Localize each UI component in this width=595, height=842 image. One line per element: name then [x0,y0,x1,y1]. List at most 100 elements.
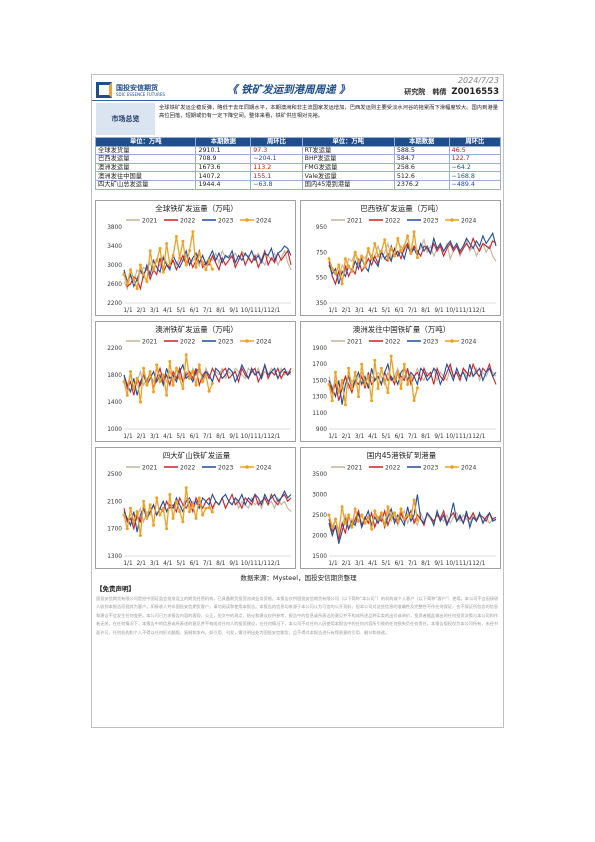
data-point [415,518,419,522]
table-header-cell: 单位：万吨 [301,137,395,147]
data-point [204,373,208,377]
data-point [174,366,178,370]
data-point [201,261,205,265]
x-tick-label: 2/1 [342,434,352,440]
data-point [389,515,393,519]
y-tick-label: 1400 [107,400,122,406]
chart-australia: 澳洲铁矿发运量（万吨） 2021 2022 2023 2024 1000 1400 1800 2… [95,321,296,442]
data-point [360,254,364,258]
metric-name: 巴西发运量 [94,154,197,164]
x-tick-label: 5/1 [381,434,391,440]
x-tick-label: 11/1 [459,434,472,440]
x-tick-label: 3/1 [355,561,365,567]
x-tick-label: 5/1 [176,308,186,314]
metric-value: 2910.1 [195,145,252,156]
logo-subtext: SDIC ESSENCE FUTURES [116,92,166,97]
data-point [191,370,195,374]
data-point [370,399,374,403]
chart-aus-china: 澳洲发往中国铁矿量（万吨） 2021 2022 2023 2024 900 1100 1300… [300,321,501,442]
data-point [330,399,334,403]
data-point [125,527,129,531]
metric-change: 97.3 [250,145,303,156]
logo-text: 国投安信期货 [116,84,158,92]
x-tick-label: 2/1 [137,561,147,567]
x-tick-label: 12/1 [267,561,280,567]
x-tick-label: 3/1 [150,434,160,440]
metric-value: 512.6 [393,171,450,181]
table-row: 全球发货量 2910.1 97.3 RT发运量 588.5 46.5 [94,145,502,156]
metric-name: 四大矿山总发运量 [94,179,197,190]
x-tick-label: 5/1 [381,561,391,567]
x-tick-label: 7/1 [408,561,418,567]
market-overview-label: 市场总览 [96,103,155,135]
x-tick-label: 12/1 [472,434,485,440]
y-tick-label: 1100 [312,411,327,417]
x-tick-label: 6/1 [190,308,200,314]
data-point [379,249,383,253]
data-point [412,230,416,234]
legend-label: 2023 [423,339,438,346]
data-point [396,519,400,523]
data-point [129,268,132,272]
legend-label: 2023 [423,465,438,472]
data-point [152,523,155,527]
table-row: 澳洲发往中国量 1407.2 155.1 Vale发运量 512.6 −168.8 [94,171,502,181]
x-tick-label: 3/1 [150,561,160,567]
data-point [357,519,360,523]
legend-label: 2024 [461,339,476,346]
data-point [386,391,390,394]
metric-name: 澳洲发运量 [94,162,197,173]
legend-label: 2021 [347,218,362,225]
data-point [191,230,195,234]
data-point [337,529,341,533]
x-tick-label: 9/1 [229,308,239,314]
x-tick-label: 8/1 [216,561,226,567]
x-tick-label: 2/1 [342,308,352,314]
series-line-2024 [123,231,214,290]
x-tick-label: 11/1 [254,561,267,567]
x-tick-label: 11/1 [459,308,472,314]
legend-marker [245,339,249,343]
legend-label: 2021 [347,465,362,472]
legend-label: 2021 [142,339,157,346]
x-tick-label: 5/1 [381,308,391,314]
metric-name: 国内45港到港量 [301,179,395,190]
y-tick-label: 900 [316,427,327,433]
chart-title: 澳洲发往中国铁矿量（万吨） [353,324,451,334]
data-point [379,511,383,515]
legend-label: 2021 [142,465,157,472]
data-point [340,378,344,382]
table-header-row: 单位：万吨 本期数据 周环比 单位：万吨 本期数据 周环比 [94,137,502,147]
legend-label: 2022 [385,218,400,225]
metric-change: −489.4 [448,179,502,190]
data-point [171,383,175,387]
y-tick-label: 350 [316,301,327,307]
metric-change: −63.8 [250,179,303,190]
y-tick-label: 750 [316,250,327,256]
series-line-2024 [328,499,419,532]
x-tick-label: 9/1 [229,561,239,567]
data-point [145,383,149,387]
data-point [366,247,370,250]
x-tick-label: 10/1 [241,561,254,567]
x-tick-label: 10/1 [446,434,459,440]
data-point [168,493,172,496]
data-point [210,267,214,271]
data-point [370,257,374,261]
y-tick-label: 3000 [312,493,327,499]
data-point [389,354,393,358]
y-tick-label: 2100 [107,499,122,505]
table-row: 四大矿山总发运量 1944.4 −63.8 国内45港到港量 2376.2 −489.4 [94,179,502,190]
chart-title: 澳洲铁矿发运量（万吨） [155,324,238,334]
author-code: Z0016553 [451,87,499,97]
data-point [129,370,132,374]
series-line-2024 [123,487,213,536]
data-point [327,382,331,386]
data-point [122,513,126,517]
x-tick-label: 4/1 [368,434,378,440]
data-point [181,239,185,243]
data-point [142,499,146,503]
x-tick-label: 8/1 [421,561,431,567]
data-point [210,510,214,514]
data-point [165,242,169,246]
